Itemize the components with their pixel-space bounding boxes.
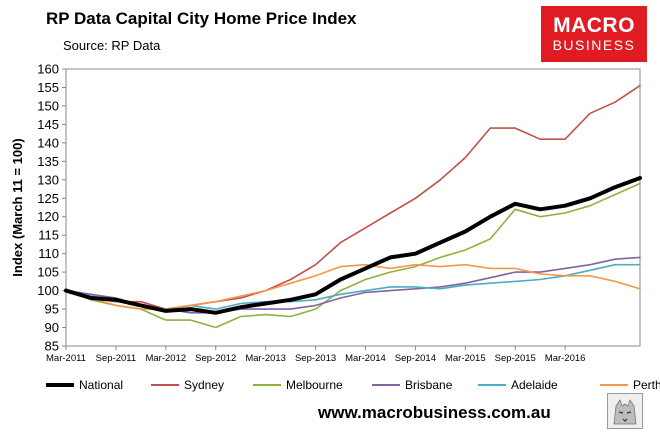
y-axis-label: Index (March 11 = 100): [10, 138, 25, 276]
x-tick-label: Mar-2015: [445, 353, 486, 364]
legend-item-adelaide: Adelaide: [478, 377, 558, 393]
y-tick-label: 110: [38, 246, 59, 261]
series-line-national: [64, 176, 642, 315]
series-line-adelaide: [65, 263, 641, 310]
legend-item-perth: Perth: [600, 377, 660, 393]
y-tick-label: 105: [37, 265, 59, 280]
y-tick-label: 95: [45, 302, 59, 317]
legend-swatch: [151, 384, 179, 386]
logo-line-1: MACRO: [553, 14, 635, 37]
chart-legend: National Sydney Melbourne Brisbane Adelaide P…: [46, 377, 660, 393]
x-tick-label: Mar-2016: [545, 353, 586, 364]
chart-title: RP Data Capital City Home Price Index: [46, 9, 357, 28]
y-tick-label: 100: [37, 283, 59, 298]
legend-label: Melbourne: [286, 378, 343, 392]
macrobusiness-logo: MACRO BUSINESS: [541, 6, 647, 62]
x-tick-label: Sep-2015: [495, 353, 536, 364]
legend-label: Perth: [633, 378, 660, 392]
wolf-icon: [607, 393, 643, 429]
legend-label: Sydney: [184, 378, 225, 392]
legend-label: Brisbane: [405, 378, 453, 392]
legend-swatch: [600, 384, 628, 386]
x-tick-label: Mar-2014: [345, 353, 386, 364]
x-tick-label: Sep-2012: [195, 353, 236, 364]
y-tick-label: 160: [37, 62, 59, 77]
x-tick-label: Mar-2013: [245, 353, 286, 364]
legend-item-national: National: [46, 377, 123, 393]
y-tick-label: 145: [37, 117, 59, 132]
x-tick-label: Mar-2011: [46, 353, 86, 364]
y-tick-label: 85: [45, 339, 59, 354]
series-line-melbourne: [65, 182, 641, 329]
y-tick-label: 125: [37, 191, 59, 206]
legend-item-brisbane: Brisbane: [372, 377, 452, 393]
chart-subtitle: Source: RP Data: [63, 38, 161, 53]
y-tick-label: 140: [37, 135, 59, 150]
x-tick-label: Mar-2012: [145, 353, 186, 364]
legend-label: Adelaide: [511, 378, 558, 392]
y-tick-label: 155: [37, 80, 59, 95]
y-tick-label: 130: [37, 172, 59, 187]
legend-item-melbourne: Melbourne: [253, 377, 343, 393]
legend-swatch: [478, 384, 506, 386]
x-tick-label: Sep-2011: [96, 353, 137, 364]
legend-item-sydney: Sydney: [151, 377, 224, 393]
y-tick-label: 135: [37, 154, 59, 169]
website-url: www.macrobusiness.com.au: [318, 403, 551, 422]
y-tick-label: 120: [37, 209, 59, 224]
y-tick-label: 150: [37, 98, 59, 113]
legend-swatch: [253, 384, 281, 386]
legend-swatch: [46, 383, 74, 387]
legend-swatch: [372, 384, 400, 386]
plot-area: [65, 68, 641, 347]
x-tick-label: Sep-2014: [395, 353, 436, 364]
y-tick-label: 115: [38, 228, 59, 243]
logo-line-2: BUSINESS: [552, 37, 636, 53]
x-tick-label: Sep-2013: [295, 353, 336, 364]
y-tick-label: 90: [45, 320, 59, 335]
legend-label: National: [79, 378, 124, 392]
series-line-perth: [65, 263, 641, 310]
